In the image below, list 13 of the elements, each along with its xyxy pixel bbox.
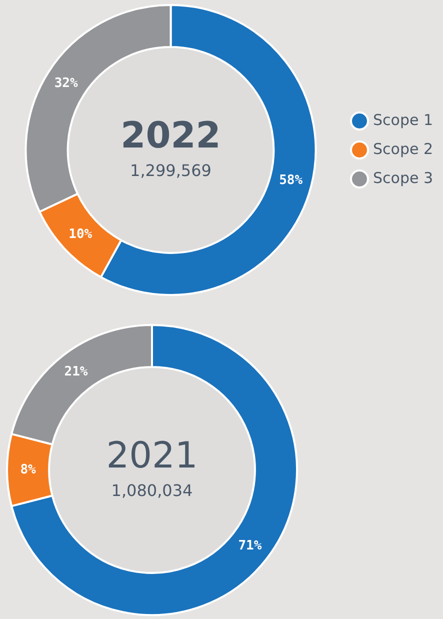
data-label: 10% <box>68 227 92 242</box>
data-label: 32% <box>54 76 78 91</box>
legend-label: Scope 1 <box>372 110 434 129</box>
legend-label: Scope 3 <box>372 168 434 187</box>
data-label: 71% <box>238 538 262 554</box>
text: 2021 <box>106 435 198 476</box>
data-label: 21% <box>64 364 88 380</box>
legend-label: Scope 2 <box>372 140 434 158</box>
text: 1,299,569 <box>130 161 212 180</box>
data-label: 8% <box>20 462 36 478</box>
data-label: 58% <box>279 173 303 188</box>
text: 2022 <box>120 115 221 156</box>
text: 1,080,034 <box>111 481 193 500</box>
